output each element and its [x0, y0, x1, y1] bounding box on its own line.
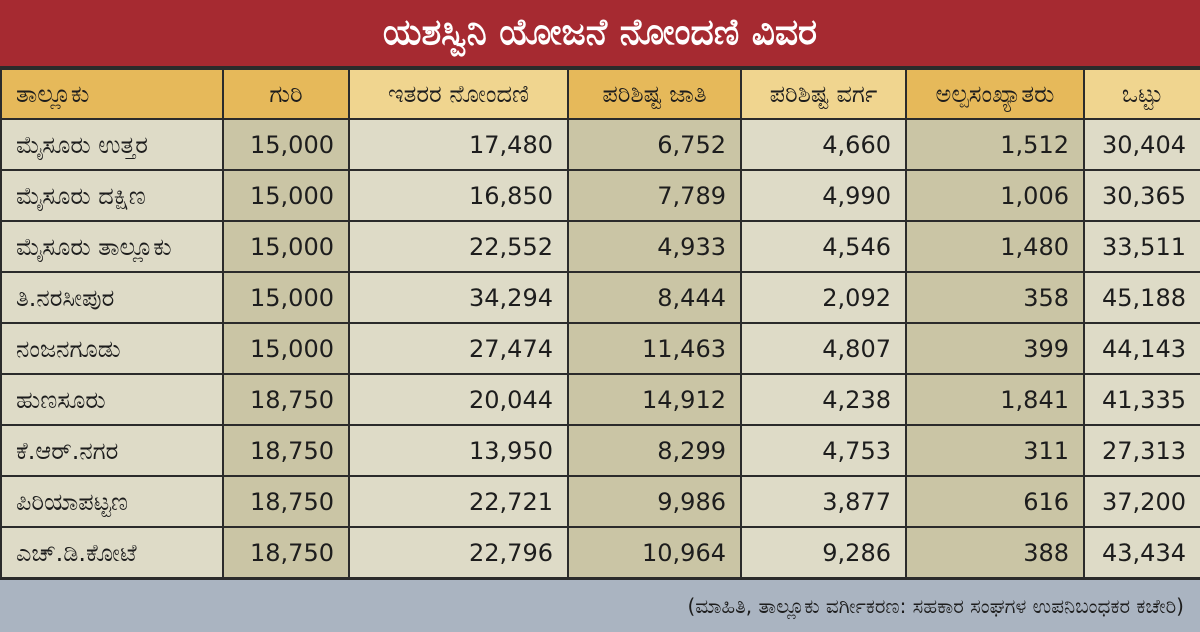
- table-cell: 33,511: [1083, 220, 1200, 273]
- table-cell: 43,434: [1083, 526, 1200, 579]
- table-cell: 1,006: [905, 169, 1085, 222]
- table-cell: 44,143: [1083, 322, 1200, 375]
- column-header: ಅಲ್ಪಸಂಖ್ಯಾತರು: [905, 68, 1085, 120]
- table-cell: 41,335: [1083, 373, 1200, 426]
- table-body: ಮೈಸೂರು ಉತ್ತರ 15,000 17,480 6,752 4,660 1,512 3…: [0, 118, 1200, 579]
- table-cell: 616: [905, 475, 1085, 528]
- table-cell: 30,404: [1083, 118, 1200, 171]
- table-cell: 4,753: [740, 424, 907, 477]
- taluk-name: ಹುಣಸೂರು: [0, 373, 224, 426]
- table-cell: 388: [905, 526, 1085, 579]
- table-cell: 399: [905, 322, 1085, 375]
- table-cell: 22,552: [348, 220, 569, 273]
- table-cell: 4,546: [740, 220, 907, 273]
- taluk-name: ನಂಜನಗೂಡು: [0, 322, 224, 375]
- table-cell: 4,238: [740, 373, 907, 426]
- column-header: ಗುರಿ: [222, 68, 350, 120]
- table-cell: 4,660: [740, 118, 907, 171]
- table-cell: 30,365: [1083, 169, 1200, 222]
- table-row: ಹುಣಸೂರು 18,750 20,044 14,912 4,238 1,841 41,33…: [0, 373, 1200, 426]
- table-cell: 9,286: [740, 526, 907, 579]
- table-cell: 4,807: [740, 322, 907, 375]
- table-cell: 18,750: [222, 373, 350, 426]
- taluk-name: ಕೆ.ಆರ್.ನಗರ: [0, 424, 224, 477]
- table-row: ಮೈಸೂರು ದಕ್ಷಿಣ 15,000 16,850 7,789 4,990 1,006…: [0, 169, 1200, 222]
- table-row: ಎಚ್.ಡಿ.ಕೋಟೆ 18,750 22,796 10,964 9,286 388 43,…: [0, 526, 1200, 579]
- taluk-name: ಎಚ್.ಡಿ.ಕೋಟೆ: [0, 526, 224, 579]
- table-cell: 18,750: [222, 475, 350, 528]
- table-cell: 358: [905, 271, 1085, 324]
- table-cell: 4,990: [740, 169, 907, 222]
- table-cell: 4,933: [567, 220, 742, 273]
- table-cell: 17,480: [348, 118, 569, 171]
- table-cell: 18,750: [222, 526, 350, 579]
- table-cell: 27,474: [348, 322, 569, 375]
- taluk-name: ಮೈಸೂರು ದಕ್ಷಿಣ: [0, 169, 224, 222]
- table-cell: 1,480: [905, 220, 1085, 273]
- taluk-name: ಮೈಸೂರು ಉತ್ತರ: [0, 118, 224, 171]
- table-cell: 37,200: [1083, 475, 1200, 528]
- table-cell: 14,912: [567, 373, 742, 426]
- table-row: ಕೆ.ಆರ್.ನಗರ 18,750 13,950 8,299 4,753 311 27,31…: [0, 424, 1200, 477]
- taluk-name: ತಿ.ನರಸೀಪುರ: [0, 271, 224, 324]
- table-cell: 22,796: [348, 526, 569, 579]
- title: ಯಶಸ್ವಿನಿ ಯೋಜನೆ ನೋಂದಣಿ ವಿವರ: [0, 0, 1200, 68]
- column-header: ಇತರರ ನೋಂದಣಿ: [348, 68, 569, 120]
- table-cell: 18,750: [222, 424, 350, 477]
- table-row: ನಂಜನಗೂಡು 15,000 27,474 11,463 4,807 399 44,143: [0, 322, 1200, 375]
- table-cell: 3,877: [740, 475, 907, 528]
- table-cell: 311: [905, 424, 1085, 477]
- table-cell: 7,789: [567, 169, 742, 222]
- table-row: ಮೈಸೂರು ತಾಲ್ಲೂಕು 15,000 22,552 4,933 4,546 1,4…: [0, 220, 1200, 273]
- table-cell: 1,841: [905, 373, 1085, 426]
- table-cell: 45,188: [1083, 271, 1200, 324]
- table-row: ಪಿರಿಯಾಪಟ್ಟಣ 18,750 22,721 9,986 3,877 616 37,2…: [0, 475, 1200, 528]
- table-cell: 20,044: [348, 373, 569, 426]
- table-cell: 2,092: [740, 271, 907, 324]
- column-header: ಪರಿಶಿಷ್ಟ ವರ್ಗ: [740, 68, 907, 120]
- table-cell: 6,752: [567, 118, 742, 171]
- table: ತಾಲ್ಲೂಕು ಗುರಿ ಇತರರ ನೋಂದಣಿ ಪರಿಶಿಷ್ಟ ಜಾತಿ ಪರಿಶ…: [0, 68, 1200, 579]
- source-note: (ಮಾಹಿತಿ, ತಾಲ್ಲೂಕು ವರ್ಗೀಕರಣ: ಸಹಕಾರ ಸಂಘಗಳ …: [0, 580, 1200, 632]
- table-cell: 10,964: [567, 526, 742, 579]
- table-cell: 15,000: [222, 220, 350, 273]
- table-cell: 9,986: [567, 475, 742, 528]
- taluk-name: ಮೈಸೂರು ತಾಲ್ಲೂಕು: [0, 220, 224, 273]
- taluk-name: ಪಿರಿಯಾಪಟ್ಟಣ: [0, 475, 224, 528]
- table-cell: 11,463: [567, 322, 742, 375]
- table-cell: 1,512: [905, 118, 1085, 171]
- header-row: ತಾಲ್ಲೂಕು ಗುರಿ ಇತರರ ನೋಂದಣಿ ಪರಿಶಿಷ್ಟ ಜಾತಿ ಪರಿಶ…: [0, 68, 1200, 120]
- column-header: ತಾಲ್ಲೂಕು: [0, 68, 224, 120]
- column-header: ಒಟ್ಟು: [1083, 68, 1200, 120]
- table-cell: 27,313: [1083, 424, 1200, 477]
- column-header: ಪರಿಶಿಷ್ಟ ಜಾತಿ: [567, 68, 742, 120]
- table-cell: 8,444: [567, 271, 742, 324]
- table-cell: 15,000: [222, 271, 350, 324]
- table-cell: 8,299: [567, 424, 742, 477]
- table-cell: 15,000: [222, 118, 350, 171]
- table-cell: 34,294: [348, 271, 569, 324]
- table-row: ತಿ.ನರಸೀಪುರ 15,000 34,294 8,444 2,092 358 45,18…: [0, 271, 1200, 324]
- table-cell: 16,850: [348, 169, 569, 222]
- table-cell: 22,721: [348, 475, 569, 528]
- table-cell: 13,950: [348, 424, 569, 477]
- table-cell: 15,000: [222, 169, 350, 222]
- table-cell: 15,000: [222, 322, 350, 375]
- table-row: ಮೈಸೂರು ಉತ್ತರ 15,000 17,480 6,752 4,660 1,512 3…: [0, 118, 1200, 171]
